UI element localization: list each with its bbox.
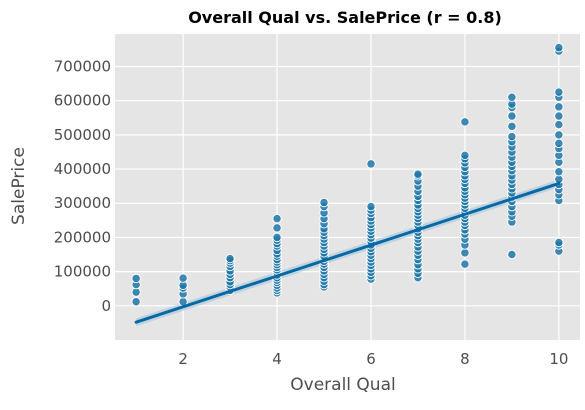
data-point bbox=[460, 117, 470, 127]
data-point bbox=[178, 273, 188, 283]
data-point bbox=[272, 223, 282, 233]
data-point bbox=[413, 169, 423, 179]
data-point bbox=[366, 202, 376, 212]
data-point bbox=[460, 150, 470, 161]
data-point bbox=[507, 249, 517, 260]
x-axis-title: Overall Qual bbox=[290, 375, 395, 395]
data-point bbox=[554, 237, 564, 248]
y-tick-label: 400000 bbox=[54, 160, 111, 178]
data-point bbox=[554, 130, 564, 140]
data-point bbox=[554, 167, 564, 177]
regression-line-layer bbox=[134, 181, 561, 324]
data-point bbox=[554, 119, 564, 130]
data-point bbox=[507, 121, 517, 131]
y-tick-label: 300000 bbox=[54, 194, 111, 212]
y-tick-label: 700000 bbox=[54, 57, 111, 75]
y-tick-label: 600000 bbox=[54, 92, 111, 110]
data-point bbox=[554, 87, 564, 97]
chart-title: Overall Qual vs. SalePrice (r = 0.8) bbox=[188, 8, 502, 27]
data-point bbox=[460, 248, 470, 258]
data-points bbox=[131, 43, 564, 307]
grid-lines bbox=[115, 34, 580, 340]
data-point bbox=[554, 111, 564, 121]
x-tick-label: 4 bbox=[272, 350, 282, 368]
data-point bbox=[460, 259, 470, 269]
x-tick-label: 2 bbox=[178, 350, 188, 368]
data-point bbox=[366, 159, 376, 169]
data-point bbox=[507, 92, 517, 102]
y-tick-label: 500000 bbox=[54, 126, 111, 144]
plot-background bbox=[115, 34, 580, 340]
x-tick-label: 10 bbox=[549, 350, 568, 368]
data-point bbox=[131, 273, 141, 284]
data-point bbox=[272, 213, 282, 224]
y-tick-label: 200000 bbox=[54, 228, 111, 246]
data-point bbox=[225, 253, 235, 264]
data-point bbox=[507, 131, 517, 142]
x-tick-label: 6 bbox=[366, 350, 376, 368]
y-tick-label: 100000 bbox=[54, 263, 111, 281]
y-tick-label: 0 bbox=[101, 297, 111, 315]
data-point bbox=[319, 197, 329, 208]
tick-labels: 2 4 6 8 10 0 100000 200000 300000 400000 500000 600… bbox=[54, 57, 569, 368]
data-point bbox=[554, 43, 564, 53]
y-axis-title: SalePrice bbox=[9, 147, 29, 225]
data-point bbox=[272, 232, 282, 243]
regression-line bbox=[134, 181, 561, 324]
x-tick-label: 8 bbox=[460, 350, 470, 368]
data-point bbox=[554, 138, 564, 149]
data-point bbox=[554, 102, 564, 112]
data-point bbox=[131, 297, 141, 307]
data-point bbox=[507, 111, 517, 121]
